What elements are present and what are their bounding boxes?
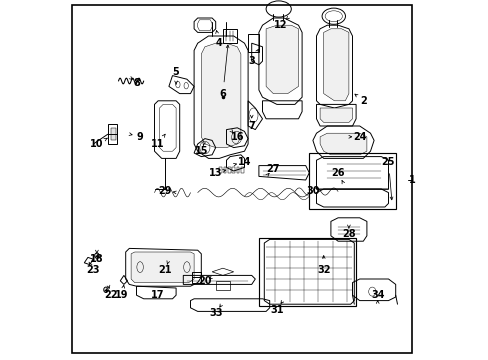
Text: 8: 8 (133, 78, 140, 88)
Text: 1: 1 (407, 175, 414, 185)
Polygon shape (323, 29, 348, 101)
Text: 34: 34 (370, 290, 384, 300)
Bar (107, 124, 117, 144)
Text: 33: 33 (208, 308, 222, 318)
Text: 26: 26 (331, 168, 344, 178)
Bar (247, 34, 258, 52)
Text: 21: 21 (158, 265, 172, 275)
Text: 5: 5 (172, 67, 179, 77)
Text: 4: 4 (216, 38, 222, 48)
Text: 9: 9 (137, 132, 143, 142)
Text: 17: 17 (151, 290, 164, 300)
Text: 12: 12 (273, 20, 286, 30)
Polygon shape (201, 43, 241, 148)
Bar (223, 29, 237, 43)
Text: 19: 19 (115, 290, 128, 300)
Bar (309, 153, 395, 209)
Bar (215, 281, 230, 290)
Text: 20: 20 (198, 276, 211, 286)
Text: 11: 11 (151, 139, 164, 149)
Text: 30: 30 (305, 186, 319, 196)
Polygon shape (320, 108, 352, 122)
Text: 18: 18 (90, 254, 103, 264)
Text: 7: 7 (248, 121, 255, 131)
Text: 15: 15 (194, 146, 207, 156)
Text: 23: 23 (86, 265, 100, 275)
Polygon shape (131, 252, 194, 283)
Text: 25: 25 (381, 157, 394, 167)
Text: 27: 27 (266, 164, 280, 174)
Text: 32: 32 (316, 265, 330, 275)
Bar (111, 128, 115, 140)
Text: 28: 28 (342, 229, 355, 239)
Bar (258, 238, 355, 306)
Text: 14: 14 (237, 157, 251, 167)
Text: 16: 16 (230, 132, 244, 142)
Text: 22: 22 (104, 290, 118, 300)
Bar (192, 272, 201, 283)
Text: 24: 24 (352, 132, 366, 142)
Text: 2: 2 (359, 96, 366, 106)
Polygon shape (265, 25, 298, 94)
Text: 3: 3 (248, 56, 255, 66)
Text: 10: 10 (90, 139, 103, 149)
Text: 13: 13 (208, 168, 222, 178)
Text: 31: 31 (269, 305, 283, 315)
Text: 29: 29 (158, 186, 172, 196)
Polygon shape (320, 133, 366, 155)
Text: 6: 6 (219, 89, 226, 99)
